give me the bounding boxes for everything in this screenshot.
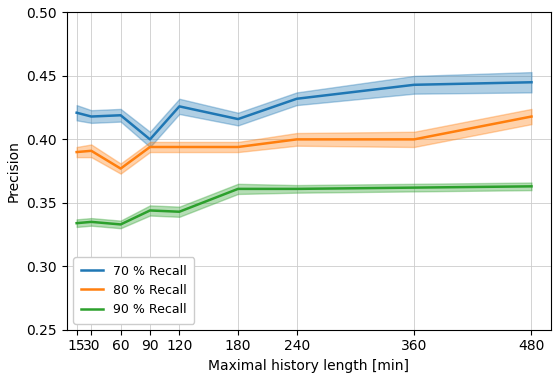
80 % Recall <box>294 137 300 142</box>
Y-axis label: Precision: Precision <box>7 140 21 202</box>
90 % Recall <box>411 185 417 190</box>
70 % Recall <box>235 117 242 121</box>
Legend: 70 % Recall, 80 % Recall, 90 % Recall: 70 % Recall, 80 % Recall, 90 % Recall <box>73 257 194 323</box>
90 % Recall <box>294 187 300 191</box>
Line: 70 % Recall: 70 % Recall <box>76 82 531 139</box>
80 % Recall <box>235 145 242 149</box>
70 % Recall <box>294 97 300 101</box>
90 % Recall <box>235 187 242 191</box>
90 % Recall <box>88 220 95 224</box>
90 % Recall <box>176 209 182 214</box>
90 % Recall <box>73 221 80 225</box>
80 % Recall <box>528 114 535 119</box>
70 % Recall <box>528 80 535 84</box>
70 % Recall <box>88 114 95 119</box>
90 % Recall <box>528 184 535 188</box>
70 % Recall <box>117 113 124 117</box>
Line: 80 % Recall: 80 % Recall <box>76 117 531 169</box>
80 % Recall <box>117 166 124 171</box>
90 % Recall <box>147 208 153 213</box>
70 % Recall <box>147 137 153 142</box>
80 % Recall <box>73 150 80 154</box>
Line: 90 % Recall: 90 % Recall <box>76 186 531 225</box>
70 % Recall <box>73 111 80 115</box>
80 % Recall <box>88 149 95 153</box>
70 % Recall <box>176 104 182 109</box>
90 % Recall <box>117 222 124 227</box>
X-axis label: Maximal history length [min]: Maximal history length [min] <box>209 359 410 373</box>
80 % Recall <box>176 145 182 149</box>
80 % Recall <box>147 145 153 149</box>
70 % Recall <box>411 82 417 87</box>
80 % Recall <box>411 137 417 142</box>
